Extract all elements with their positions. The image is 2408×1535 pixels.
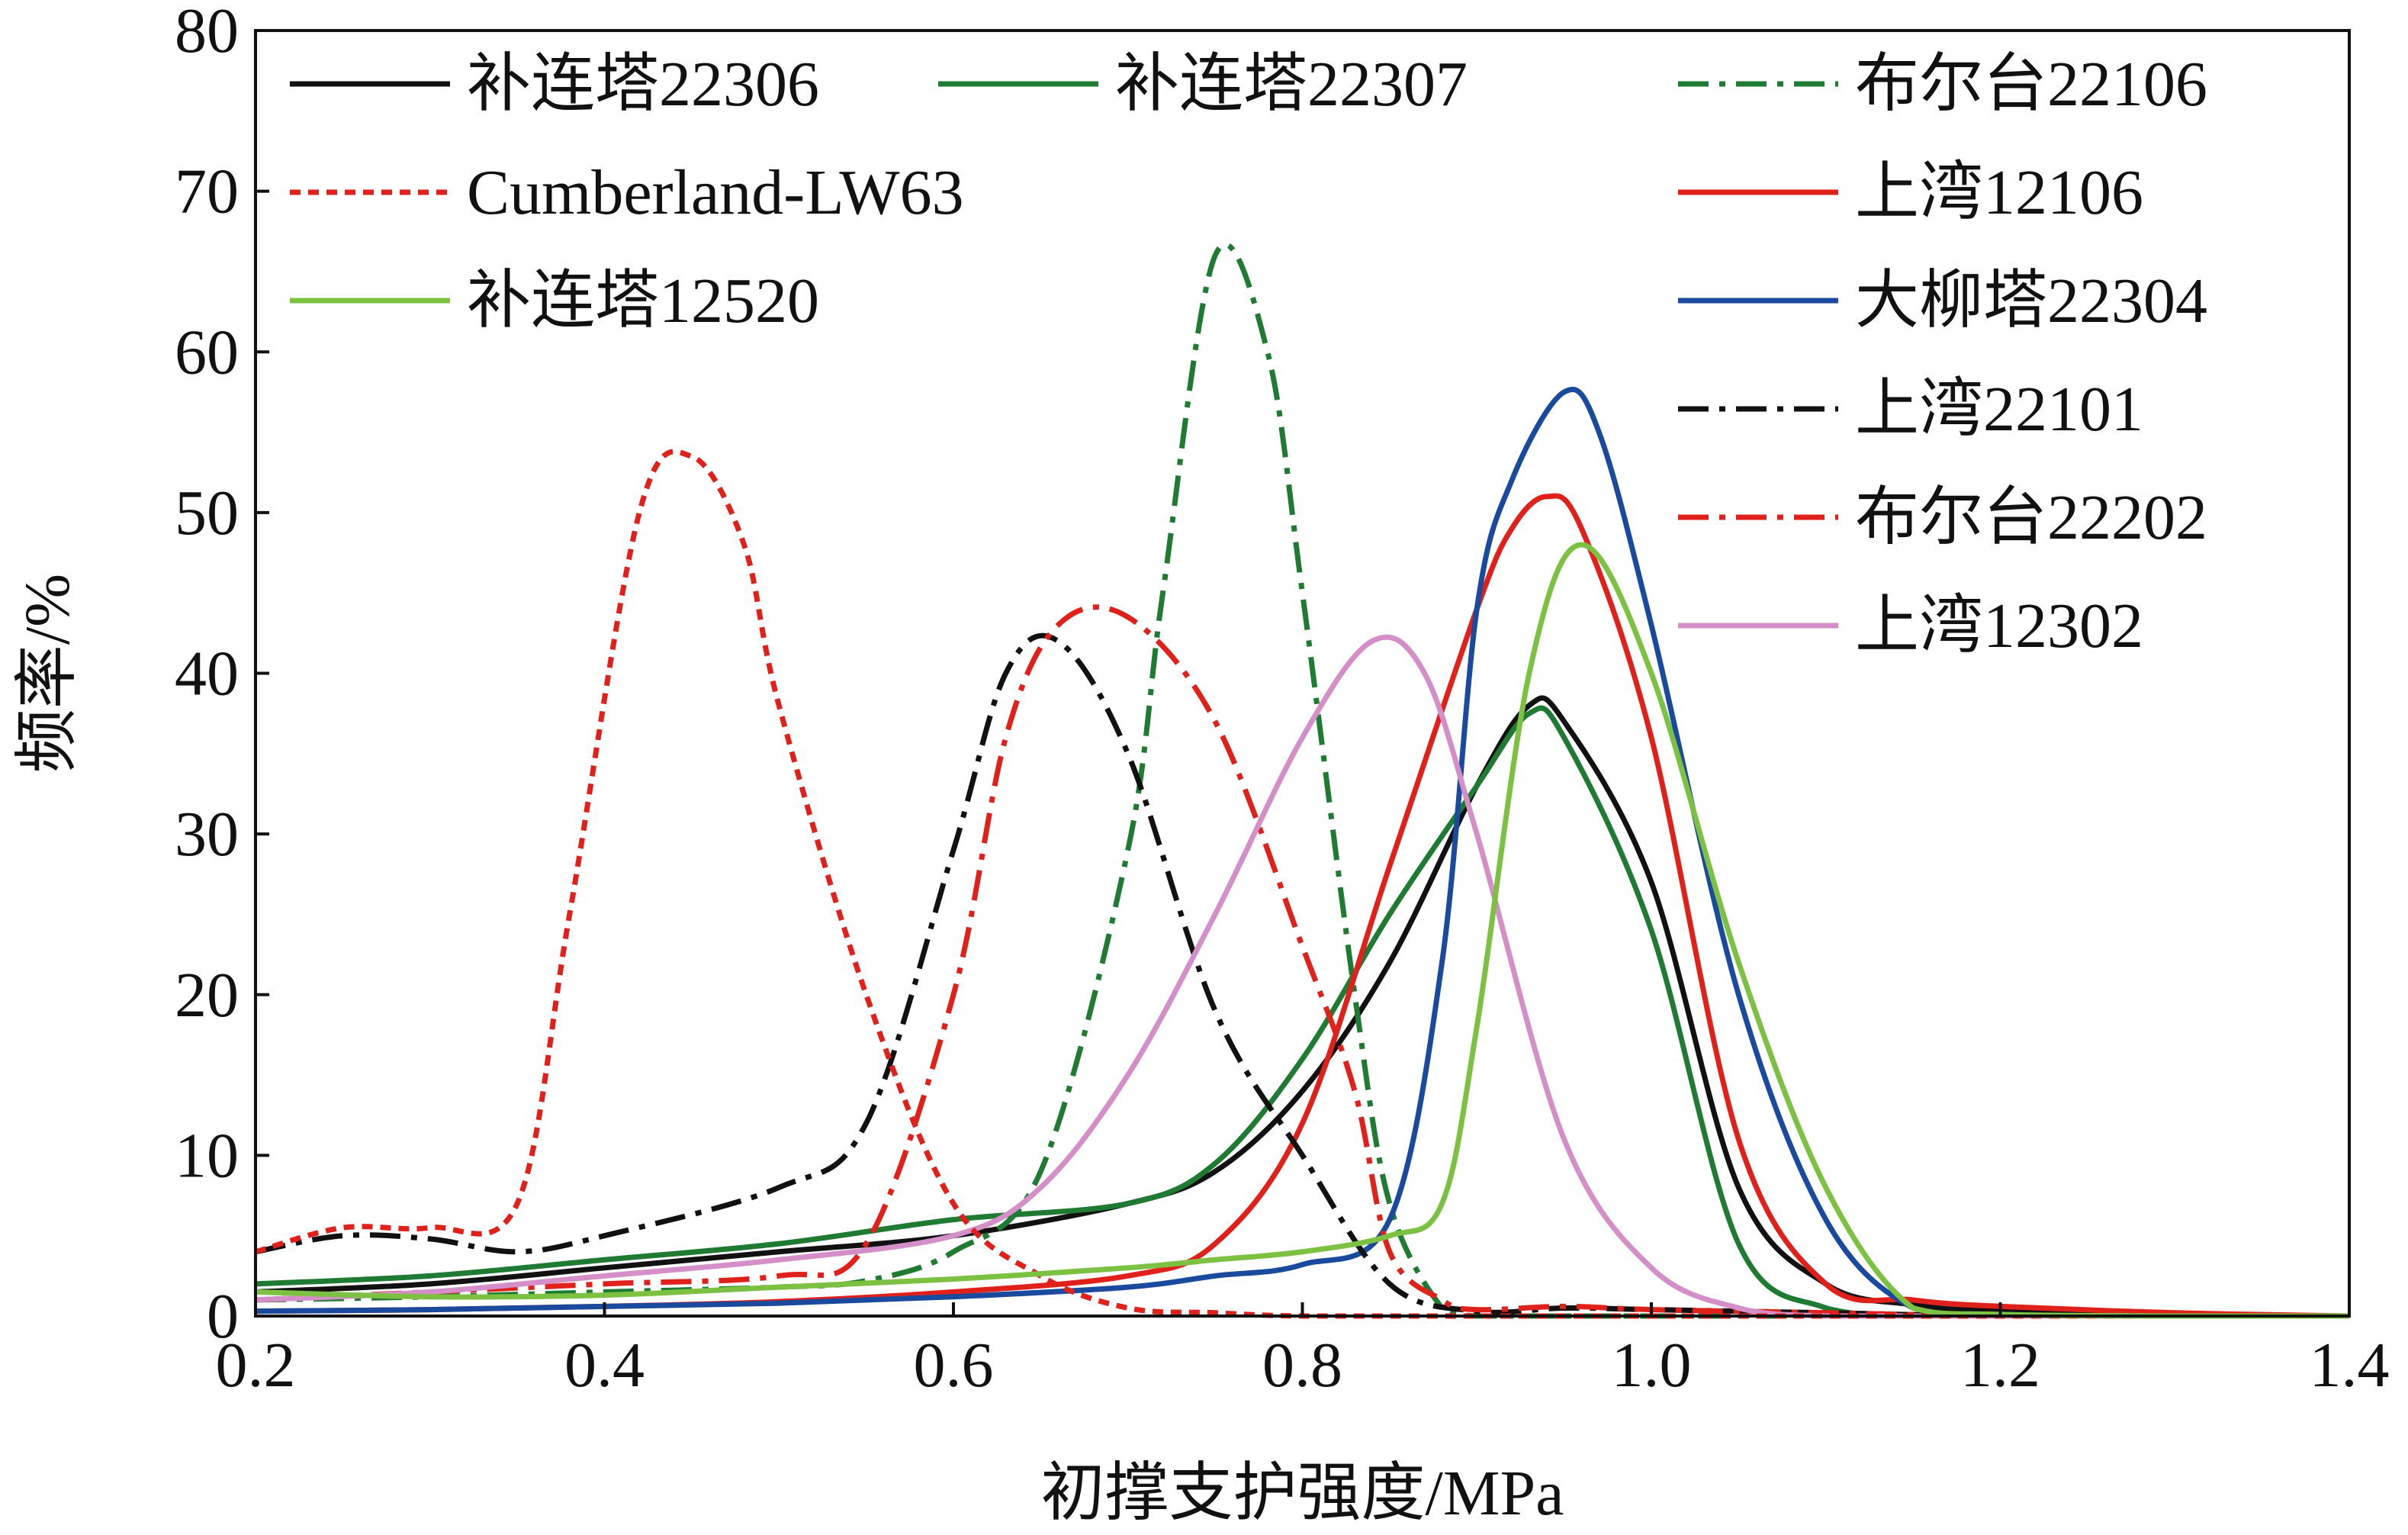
x-tick-label: 1.4 — [2310, 1330, 2390, 1401]
legend-item: Cumberland-LW63 — [290, 157, 964, 228]
x-tick-label: 1.0 — [1612, 1330, 1692, 1401]
y-axis-label: 频率/% — [12, 574, 83, 773]
legend-label: 布尔台22106 — [1855, 49, 2207, 120]
y-tick-label: 10 — [175, 1120, 239, 1191]
series-line-8 — [255, 449, 2349, 1319]
y-tick-label: 50 — [175, 478, 239, 549]
x-tick-label: 0.6 — [914, 1330, 994, 1401]
series-line-1 — [255, 705, 2349, 1319]
x-axis-label: 初撑支护强度/MPa — [1040, 1458, 1564, 1529]
x-tick-label: 0.8 — [1262, 1330, 1342, 1401]
x-tick-label: 1.2 — [1960, 1330, 2040, 1401]
x-axis: 0.2 0.4 0.6 0.8 1.0 1.2 1.4 — [216, 1302, 2390, 1401]
series-line-7 — [255, 634, 2349, 1319]
legend-label: 布尔台22202 — [1855, 482, 2207, 553]
y-tick-label: 0 — [207, 1281, 239, 1352]
legend-label: 大柳塔22304 — [1855, 265, 2207, 336]
y-tick-label: 40 — [175, 639, 239, 710]
y-tick-label: 60 — [175, 317, 239, 388]
series-line-0 — [255, 695, 2350, 1319]
series-line-4 — [255, 386, 2349, 1319]
legend-item: 补连塔22307 — [938, 49, 1468, 120]
legend-label: 补连塔22307 — [1115, 49, 1468, 120]
y-tick-label: 20 — [175, 960, 239, 1031]
legend-label: 补连塔22306 — [467, 49, 819, 120]
series-layer — [255, 242, 2350, 1319]
legend-label: 上湾12302 — [1855, 591, 2143, 661]
series-line-9 — [255, 542, 2349, 1319]
y-tick-label: 80 — [175, 0, 239, 66]
x-tick-label: 0.4 — [564, 1330, 645, 1401]
legend-item: 大柳塔22304 — [1678, 265, 2207, 336]
legend-label: 补连塔12520 — [467, 265, 819, 336]
legend-label: 上湾22101 — [1855, 374, 2143, 445]
x-tick-label: 0.2 — [216, 1330, 296, 1401]
legend-item: 上湾22101 — [1678, 374, 2143, 445]
series-line-6 — [255, 604, 2349, 1319]
legend-item: 补连塔12520 — [290, 265, 819, 336]
legend-label: Cumberland-LW63 — [467, 157, 964, 228]
legend-item: 上湾12302 — [1678, 591, 2143, 661]
y-tick-label: 30 — [175, 799, 239, 870]
legend-item: 布尔台22106 — [1678, 49, 2207, 120]
legend-label: 上湾12106 — [1855, 157, 2143, 228]
legend-item: 补连塔22306 — [290, 49, 819, 120]
y-axis: 0 10 20 30 40 50 60 70 80 — [175, 0, 269, 1352]
y-tick-label: 70 — [175, 156, 239, 227]
legend: 补连塔22306 补连塔22307 布尔台22106 Cumberland-LW63 上… — [290, 49, 2207, 661]
legend-item: 上湾12106 — [1678, 157, 2143, 228]
legend-item: 布尔台22202 — [1678, 482, 2207, 553]
